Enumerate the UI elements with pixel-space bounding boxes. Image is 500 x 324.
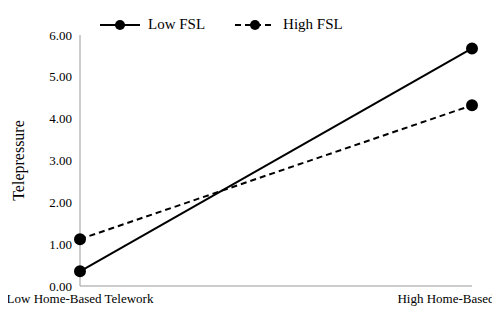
svg-text:2.00: 2.00: [49, 195, 72, 210]
svg-text:5.00: 5.00: [49, 69, 72, 84]
html-text:High FSL: High FSL: [283, 16, 343, 32]
svg-text:Low Home-Based Telework: Low Home-Based Telework: [8, 291, 154, 306]
svg-text:3.00: 3.00: [49, 153, 72, 168]
svg-text:0.00: 0.00: [49, 279, 72, 294]
svg-text:4.00: 4.00: [49, 111, 72, 126]
svg-text:6.00: 6.00: [49, 28, 72, 43]
svg-text:High Home-Based Telework: High Home-Based Telework: [397, 291, 492, 306]
svg-text:Telepressure: Telepressure: [10, 120, 28, 201]
html-text:Low FSL: Low FSL: [148, 16, 206, 32]
svg-text:1.00: 1.00: [49, 237, 72, 252]
